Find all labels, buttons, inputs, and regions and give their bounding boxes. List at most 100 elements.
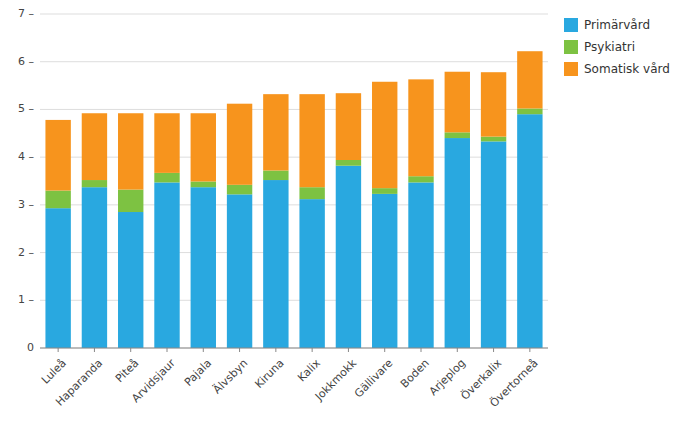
y-tick-label: 4 –: [18, 150, 34, 163]
bar: [82, 180, 107, 187]
bar: [408, 182, 433, 348]
x-tick-label: Piteå: [113, 357, 141, 385]
grid-line: [40, 14, 548, 15]
x-tick-label: Gällivare: [352, 356, 396, 400]
page: {"chart_data": { "type": "bar", "stacked…: [0, 0, 695, 426]
grid-line: [40, 61, 548, 62]
x-tick-label: Övertorneå: [487, 357, 540, 410]
x-tick: [457, 348, 458, 352]
y-axis: 0 1 – 2 – 3 – 4 – 5 – 6 – 7 –: [18, 7, 34, 354]
bar: [372, 82, 397, 188]
grid-line: [40, 252, 548, 253]
x-axis-line: [40, 348, 548, 349]
x-tick: [203, 348, 204, 352]
bar: [336, 93, 361, 160]
series: [45, 114, 542, 348]
x-tick-label: Arvidsjaur: [129, 356, 178, 405]
bar: [481, 137, 506, 142]
grid-line: [40, 157, 548, 158]
legend: Primärvård Psykiatri Somatisk vård: [564, 18, 670, 77]
x-tick-label: Boden: [398, 357, 432, 391]
bar: [227, 104, 252, 185]
bar: [408, 176, 433, 182]
x-tick-label: Pajala: [182, 357, 214, 389]
bar: [372, 194, 397, 348]
bar: [445, 132, 470, 138]
y-tick-label: 5 –: [18, 102, 34, 115]
bar: [481, 141, 506, 348]
bar: [118, 212, 143, 348]
bar: [445, 72, 470, 133]
legend-swatch: [564, 62, 578, 76]
x-tick: [239, 348, 240, 352]
x-tick: [312, 348, 313, 352]
bar: [82, 187, 107, 348]
y-tick-label: 2 –: [18, 246, 34, 259]
y-tick-label: 0: [27, 341, 34, 354]
grid-line: [40, 300, 548, 301]
bar: [45, 120, 70, 191]
x-tick: [493, 348, 494, 352]
x-tick: [130, 348, 131, 352]
chart: 0 1 – 2 – 3 – 4 – 5 – 6 – 7 – LuleåHaparanda Pite…: [0, 0, 695, 426]
x-tick-label: Luleå: [39, 357, 69, 387]
legend-label: Psykiatri: [584, 40, 635, 54]
x-tick: [275, 348, 276, 352]
x-tick-label: Älvsbyn: [211, 357, 251, 397]
y-tick-label: 6 –: [18, 55, 34, 68]
bar: [227, 194, 252, 348]
y-tick-label: 1 –: [18, 293, 34, 306]
bar: [517, 114, 542, 348]
bar: [191, 113, 216, 181]
bar: [263, 171, 288, 181]
bar: [118, 190, 143, 212]
x-tick: [348, 348, 349, 352]
bar: [445, 138, 470, 348]
bar: [263, 94, 288, 170]
bar: [336, 160, 361, 166]
bar: [299, 199, 324, 348]
grid-line: [40, 109, 548, 110]
bar: [372, 188, 397, 194]
x-tick-label: Kiruna: [252, 357, 286, 391]
grid-line: [40, 204, 548, 205]
x-tick-label: Jokkmokk: [312, 356, 360, 404]
x-tick: [529, 348, 530, 352]
bar: [82, 113, 107, 180]
bar: [481, 72, 506, 136]
legend-swatch: [564, 40, 578, 54]
bar: [45, 191, 70, 209]
grid-line: [40, 348, 548, 349]
bar: [299, 94, 324, 187]
bar: [227, 185, 252, 195]
bar: [408, 79, 433, 176]
x-tick-label: Kalix: [295, 356, 323, 384]
bar: [154, 173, 179, 183]
bar: [299, 187, 324, 199]
bar: [45, 208, 70, 348]
bar: [517, 108, 542, 114]
x-axis: LuleåHaparanda PiteåArvidsjaurPajalaÄlvsb…: [39, 348, 548, 410]
bar: [118, 113, 143, 189]
bar: [191, 181, 216, 187]
legend-label: Somatisk vård: [584, 62, 670, 76]
x-tick: [167, 348, 168, 352]
bar: [517, 51, 542, 108]
x-tick-label: Haparanda: [53, 357, 105, 409]
legend-swatch: [564, 18, 578, 32]
y-tick-label: 7 –: [18, 7, 34, 20]
legend-label: Primärvård: [584, 18, 650, 32]
bar: [191, 187, 216, 348]
x-tick: [58, 348, 59, 352]
bar: [154, 182, 179, 348]
bar: [336, 166, 361, 348]
series: [45, 51, 542, 190]
x-tick: [384, 348, 385, 352]
grid: [40, 14, 548, 348]
bars: [45, 51, 542, 348]
y-tick-label: 3 –: [18, 198, 34, 211]
x-tick: [94, 348, 95, 352]
bar: [154, 113, 179, 173]
x-tick: [421, 348, 422, 352]
bar: [263, 180, 288, 348]
